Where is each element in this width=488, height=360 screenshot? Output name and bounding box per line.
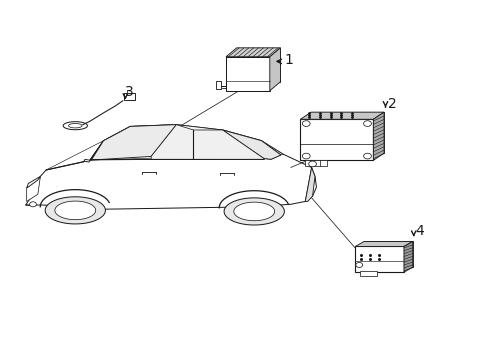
Polygon shape xyxy=(269,48,280,91)
Polygon shape xyxy=(305,167,314,202)
Polygon shape xyxy=(26,125,316,209)
Polygon shape xyxy=(151,125,193,159)
Polygon shape xyxy=(27,176,40,188)
Polygon shape xyxy=(68,123,82,128)
Circle shape xyxy=(302,153,309,159)
Circle shape xyxy=(30,202,36,207)
Polygon shape xyxy=(45,197,105,224)
Polygon shape xyxy=(233,202,274,221)
Polygon shape xyxy=(403,242,412,272)
Polygon shape xyxy=(193,130,264,159)
Polygon shape xyxy=(123,93,134,100)
Polygon shape xyxy=(300,112,383,119)
Text: 4: 4 xyxy=(415,224,424,238)
Polygon shape xyxy=(216,81,221,89)
Text: 1: 1 xyxy=(284,53,293,67)
Polygon shape xyxy=(300,119,372,160)
Polygon shape xyxy=(63,122,87,130)
Circle shape xyxy=(363,153,371,159)
Polygon shape xyxy=(310,112,383,153)
Polygon shape xyxy=(225,57,269,91)
Polygon shape xyxy=(236,48,280,82)
Polygon shape xyxy=(355,242,412,247)
Polygon shape xyxy=(360,271,376,276)
Polygon shape xyxy=(305,159,326,166)
Circle shape xyxy=(363,121,371,126)
Polygon shape xyxy=(364,242,412,267)
Polygon shape xyxy=(55,201,96,220)
Circle shape xyxy=(302,121,309,126)
Polygon shape xyxy=(355,247,403,272)
Text: 3: 3 xyxy=(124,85,133,99)
Polygon shape xyxy=(372,112,383,160)
Text: 2: 2 xyxy=(387,96,396,111)
Polygon shape xyxy=(91,125,176,160)
Polygon shape xyxy=(225,48,280,57)
Circle shape xyxy=(355,262,362,267)
Polygon shape xyxy=(90,125,281,160)
Polygon shape xyxy=(224,198,284,225)
Polygon shape xyxy=(27,177,40,202)
Polygon shape xyxy=(222,130,281,159)
Polygon shape xyxy=(84,159,90,162)
Circle shape xyxy=(308,161,316,167)
